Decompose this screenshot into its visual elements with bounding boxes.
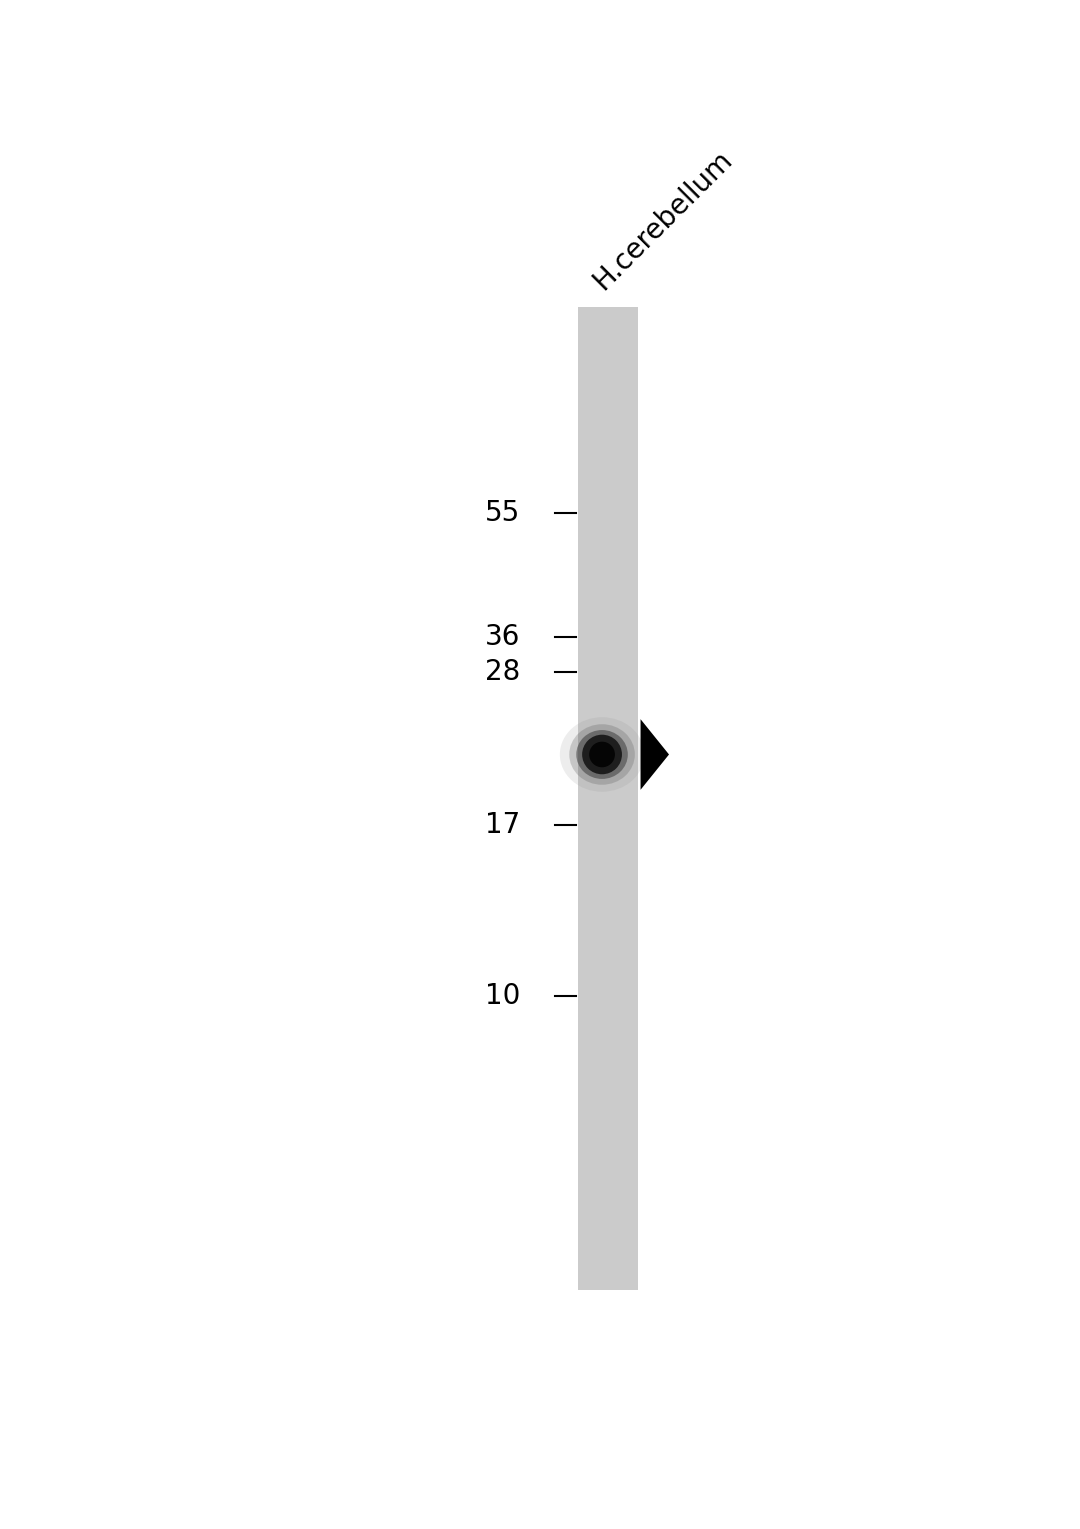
Ellipse shape	[569, 725, 635, 784]
Text: 10: 10	[485, 982, 521, 1009]
Ellipse shape	[590, 742, 615, 768]
Polygon shape	[640, 719, 669, 790]
Text: 36: 36	[485, 622, 521, 651]
Text: 28: 28	[485, 657, 521, 687]
Text: H.cerebellum: H.cerebellum	[589, 145, 739, 295]
Ellipse shape	[582, 735, 622, 774]
Text: 55: 55	[485, 498, 521, 528]
Ellipse shape	[577, 729, 627, 778]
Bar	[578, 307, 638, 1290]
Ellipse shape	[559, 717, 645, 792]
Text: 17: 17	[485, 810, 521, 839]
